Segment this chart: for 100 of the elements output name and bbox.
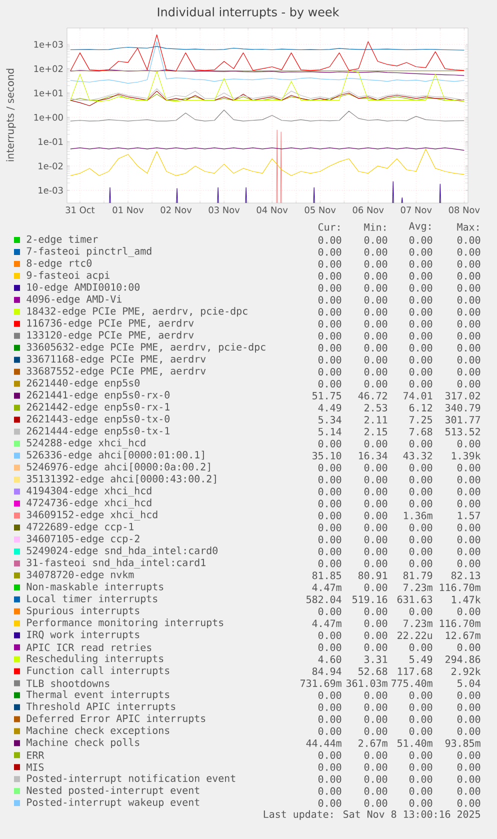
legend-label: Function call interrupts (27, 666, 170, 676)
text: 1.57 (458, 512, 480, 520)
text: 0.00 (457, 691, 480, 700)
legend-label: TLB shootdowns (26, 679, 110, 688)
legend-label: 5246976-edge ahci[0000:0a:00.2] (26, 462, 210, 472)
text: 0.00 (318, 380, 342, 388)
legend-label: 33671168-edge PCIe PME, aerdrv (26, 354, 206, 365)
text: 5.14 (318, 428, 342, 436)
legend-label: 2621440-edge enp5s0 (26, 378, 140, 389)
legend-label: 2621443-edge enp5s0-tx-0 (26, 414, 170, 425)
legend-label: 34609152-edge xhci_hcd (26, 510, 158, 520)
legend-label: 9-fasteoi acpi (26, 271, 110, 281)
text: 0.00 (364, 691, 388, 700)
text: 0.00 (409, 548, 432, 556)
text: 5.04 (458, 679, 480, 688)
text: 0.00 (457, 560, 480, 568)
text: 2.67m (358, 739, 388, 747)
text: 0.00 (409, 751, 432, 759)
text: 0.00 (457, 548, 480, 556)
text: 0.00 (409, 500, 432, 508)
text: 0.00 (318, 284, 342, 292)
text: 0.00 (318, 691, 342, 700)
legend-label: 33605632-edge PCIe PME, aerdrv, pcie-dpc (26, 342, 266, 353)
text: Last update: Sat Nov 8 13:00:16 2025 (264, 810, 480, 820)
text: 775.40m (391, 679, 432, 688)
text: 7.23m (403, 584, 432, 592)
text: 0.00 (318, 296, 342, 304)
y-tick-label: 1e+03 (34, 40, 63, 48)
legend-label: 33687552-edge PCIe PME, aerdrv (26, 366, 206, 377)
text: 0.00 (457, 440, 480, 448)
text: 0.00 (457, 644, 480, 652)
text: 0.00 (457, 476, 480, 484)
x-tick-label: 03 Nov (208, 206, 240, 214)
text: 7.68 (409, 428, 432, 436)
text: 0.00 (409, 536, 432, 544)
text: 0.00 (409, 476, 432, 484)
text: 0.00 (318, 775, 342, 783)
text: 0.00 (409, 380, 432, 388)
text: 1.36m (404, 512, 432, 520)
text: 82.13 (451, 572, 480, 580)
text: 0.00 (409, 440, 432, 448)
text: 519.16 (352, 596, 388, 604)
legend-label: IRQ work interrupts (27, 630, 140, 640)
text: 0.00 (457, 524, 480, 532)
text: 7.23m (403, 620, 432, 628)
legend-label: Performance monitoring interrupts (27, 618, 224, 628)
text: 0.00 (318, 608, 342, 616)
text: Cur: (318, 223, 340, 231)
text: 84.94 (312, 668, 342, 676)
text: 93.85m (445, 739, 480, 747)
text: 0.00 (409, 775, 432, 783)
text: 0.00 (318, 512, 342, 520)
text: 0.00 (409, 236, 432, 244)
legend-label: 116736-edge PCIe PME, aerdrv (27, 319, 194, 329)
legend-label: 8-edge rtc0 (26, 259, 92, 269)
text: 0.00 (318, 344, 342, 352)
text: 0.00 (318, 751, 342, 759)
text: 0.00 (318, 560, 342, 568)
legend-label: Posted-interrupt wakeup event (27, 798, 200, 808)
y-tick-label: 1e+00 (34, 114, 63, 121)
text: 0.00 (364, 632, 388, 640)
text: 0.00 (364, 536, 388, 544)
text: 3.31 (364, 656, 388, 664)
text: 0.00 (457, 608, 480, 616)
text: 0.00 (409, 368, 432, 376)
text: 0.00 (318, 799, 342, 807)
text: 0.00 (318, 368, 342, 376)
text: 116.70m (440, 620, 480, 628)
text: 0.00 (457, 703, 480, 711)
text: 2.53 (364, 404, 388, 412)
text: 0.00 (364, 476, 388, 484)
x-tick-label: 01 Nov (112, 206, 144, 214)
text: 2.15 (364, 428, 387, 436)
legend-label: 31-fasteoi snd_hda_intel:card1 (26, 558, 206, 568)
text: 0.00 (318, 236, 342, 244)
text: 2.92k (452, 667, 481, 676)
text: 0.00 (409, 691, 432, 700)
y-tick-label: 1e+01 (34, 90, 63, 96)
text: 0.00 (318, 440, 342, 448)
line-series (70, 34, 464, 72)
line-series (70, 41, 464, 84)
text: 731.69m (300, 679, 342, 688)
text: 22.22u (398, 632, 432, 640)
text: 0.00 (409, 703, 432, 711)
text: 0.00 (364, 356, 388, 364)
text: 0.00 (409, 644, 432, 652)
legend-label: Non-maskable interrupts (26, 582, 164, 592)
text: 0.00 (364, 512, 388, 520)
text: 0.00 (318, 488, 342, 496)
x-tick-label: 06 Nov (352, 206, 384, 214)
text: 0.00 (364, 644, 388, 652)
text: 4.47m (312, 584, 342, 592)
y-tick-label: 1e+02 (34, 65, 63, 72)
y-tick-label: 1e-02 (38, 162, 63, 170)
text: 0.00 (364, 440, 388, 448)
legend-label: 4096-edge AMD-Vi (26, 295, 122, 305)
text: 513.52 (446, 428, 480, 436)
text: 6.12 (409, 404, 432, 412)
text: 0.00 (457, 308, 480, 316)
text: 0.00 (409, 284, 432, 292)
